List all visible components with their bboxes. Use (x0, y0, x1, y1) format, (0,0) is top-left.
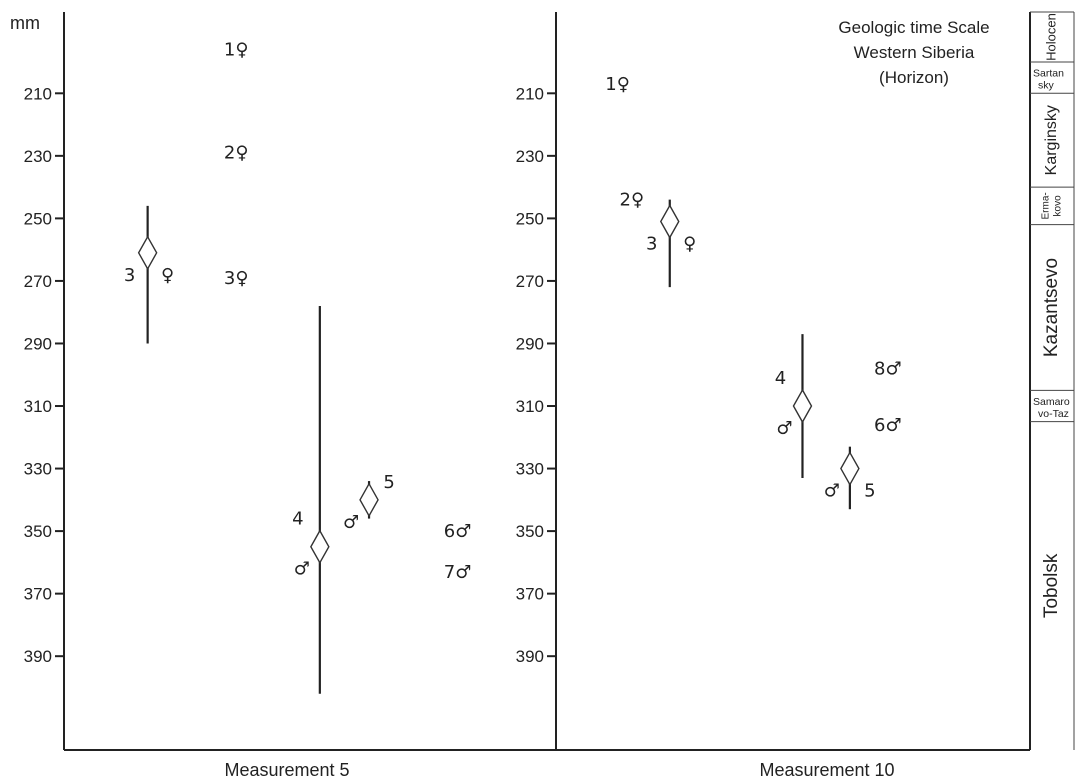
epoch-kazantsevo: Kazantsevo (1041, 258, 1062, 357)
panel-2: 210 230 250 270 290 310 330 350 370 390 Measuremen… (516, 12, 895, 780)
panel-label-1: Measurement 5 (224, 760, 349, 780)
data-point-panel-1-1: 1♀ (224, 40, 249, 61)
mean-diamond-panel-2-3 (659, 204, 680, 239)
y-tick-label-panel-1-310: 310 (24, 397, 52, 416)
interval-sex-symbol-panel-1-5: ♂ (343, 512, 359, 533)
y-axis-unit-label: mm (10, 13, 40, 33)
y-tick-label-panel-1-370: 370 (24, 585, 52, 604)
y-tick-label-panel-2-330: 330 (516, 460, 544, 479)
epoch-ermakovo-line-2: kovo (1053, 195, 1064, 217)
epoch-sartansky-line-1: Sartan (1033, 68, 1064, 80)
y-tick-label-panel-2-310: 310 (516, 397, 544, 416)
epoch-samarovotaz-line-2: vo-Taz (1038, 408, 1069, 420)
epoch-holocen: Holocen (1043, 13, 1058, 61)
y-tick-label-panel-1-290: 290 (24, 334, 52, 353)
interval-sex-symbol-panel-2-5: ♂ (824, 481, 840, 502)
epoch-tobolsk: Tobolsk (1041, 553, 1062, 618)
mean-diamond-panel-1-4 (310, 529, 330, 565)
interval-label-panel-2-4: 4 (775, 368, 786, 389)
data-point-panel-1-2: 2♀ (224, 143, 249, 164)
y-tick-label-panel-1-390: 390 (24, 647, 52, 666)
interval-sex-symbol-panel-1-4: ♂ (294, 559, 310, 580)
time-scale-title-line-2: Western Siberia (854, 43, 975, 62)
y-tick-label-panel-2-250: 250 (516, 209, 544, 228)
y-tick-label-panel-2-390: 390 (516, 647, 544, 666)
mean-diamond-panel-2-5 (840, 451, 860, 486)
y-tick-label-panel-1-350: 350 (24, 522, 52, 541)
y-tick-label-panel-1-270: 270 (24, 272, 52, 291)
panel-1: 210 230 250 270 290 310 330 350 370 390 Measuremen… (24, 12, 350, 780)
data-point-panel-2-6: 6♂ (874, 415, 902, 436)
y-tick-label-panel-2-350: 350 (516, 522, 544, 541)
epoch-karginsky: Karginsky (1043, 105, 1060, 175)
interval-label-panel-2-5: 5 (864, 481, 875, 502)
data-marks: 1♀2♀3♀6♂7♂3 ♀4♂5♂1♀2♀8♂6♂3 ♀4♂5♂ (124, 40, 902, 694)
mean-diamond-panel-2-4 (792, 388, 813, 424)
y-tick-label-panel-2-370: 370 (516, 585, 544, 604)
data-point-panel-2-1: 1♀ (605, 74, 630, 95)
y-tick-label-panel-1-210: 210 (24, 84, 52, 103)
geologic-time-scale: Geologic time Scale Western Siberia (Hor… (838, 11, 1075, 750)
y-tick-label-panel-2-210: 210 (516, 84, 544, 103)
y-tick-label-panel-1-330: 330 (24, 460, 52, 479)
data-point-panel-1-3: 3♀ (224, 268, 249, 289)
epoch-sartansky-line-2: sky (1038, 80, 1055, 92)
mean-diamond-panel-1-5 (359, 482, 379, 518)
interval-label-panel-1-5: 5 (383, 472, 394, 493)
data-point-panel-2-8: 8♂ (874, 358, 902, 379)
y-tick-label-panel-2-230: 230 (516, 147, 544, 166)
interval-sex-symbol-panel-2-3: ♀ (683, 234, 696, 255)
interval-sex-symbol-panel-2-4: ♂ (776, 418, 792, 439)
mean-diamond-panel-1-3 (137, 235, 158, 271)
y-tick-label-panel-2-270: 270 (516, 272, 544, 291)
time-scale-title-line-1: Geologic time Scale (838, 18, 989, 37)
y-tick-label-panel-2-290: 290 (516, 334, 544, 353)
panel-label-2: Measurement 10 (759, 760, 894, 780)
axes: mm 210 230 250 270 290 310 330 350 370 390 Measurem… (10, 12, 1030, 780)
time-scale-title-line-3: (Horizon) (879, 68, 949, 87)
interval-label-panel-1-3: 3 (124, 265, 135, 286)
epoch-samarovotaz-line-1: Samaro (1033, 396, 1070, 408)
interval-sex-symbol-panel-1-3: ♀ (161, 265, 174, 286)
data-point-panel-1-6: 6♂ (444, 521, 472, 542)
data-point-panel-1-7: 7♂ (444, 562, 472, 583)
interval-label-panel-2-3: 3 (646, 234, 657, 255)
data-point-panel-2-2: 2♀ (620, 190, 645, 211)
interval-label-panel-1-4: 4 (292, 509, 303, 530)
y-tick-label-panel-1-250: 250 (24, 209, 52, 228)
y-tick-label-panel-1-230: 230 (24, 147, 52, 166)
epoch-ermakovo-line-1: Erma- (1041, 192, 1052, 219)
